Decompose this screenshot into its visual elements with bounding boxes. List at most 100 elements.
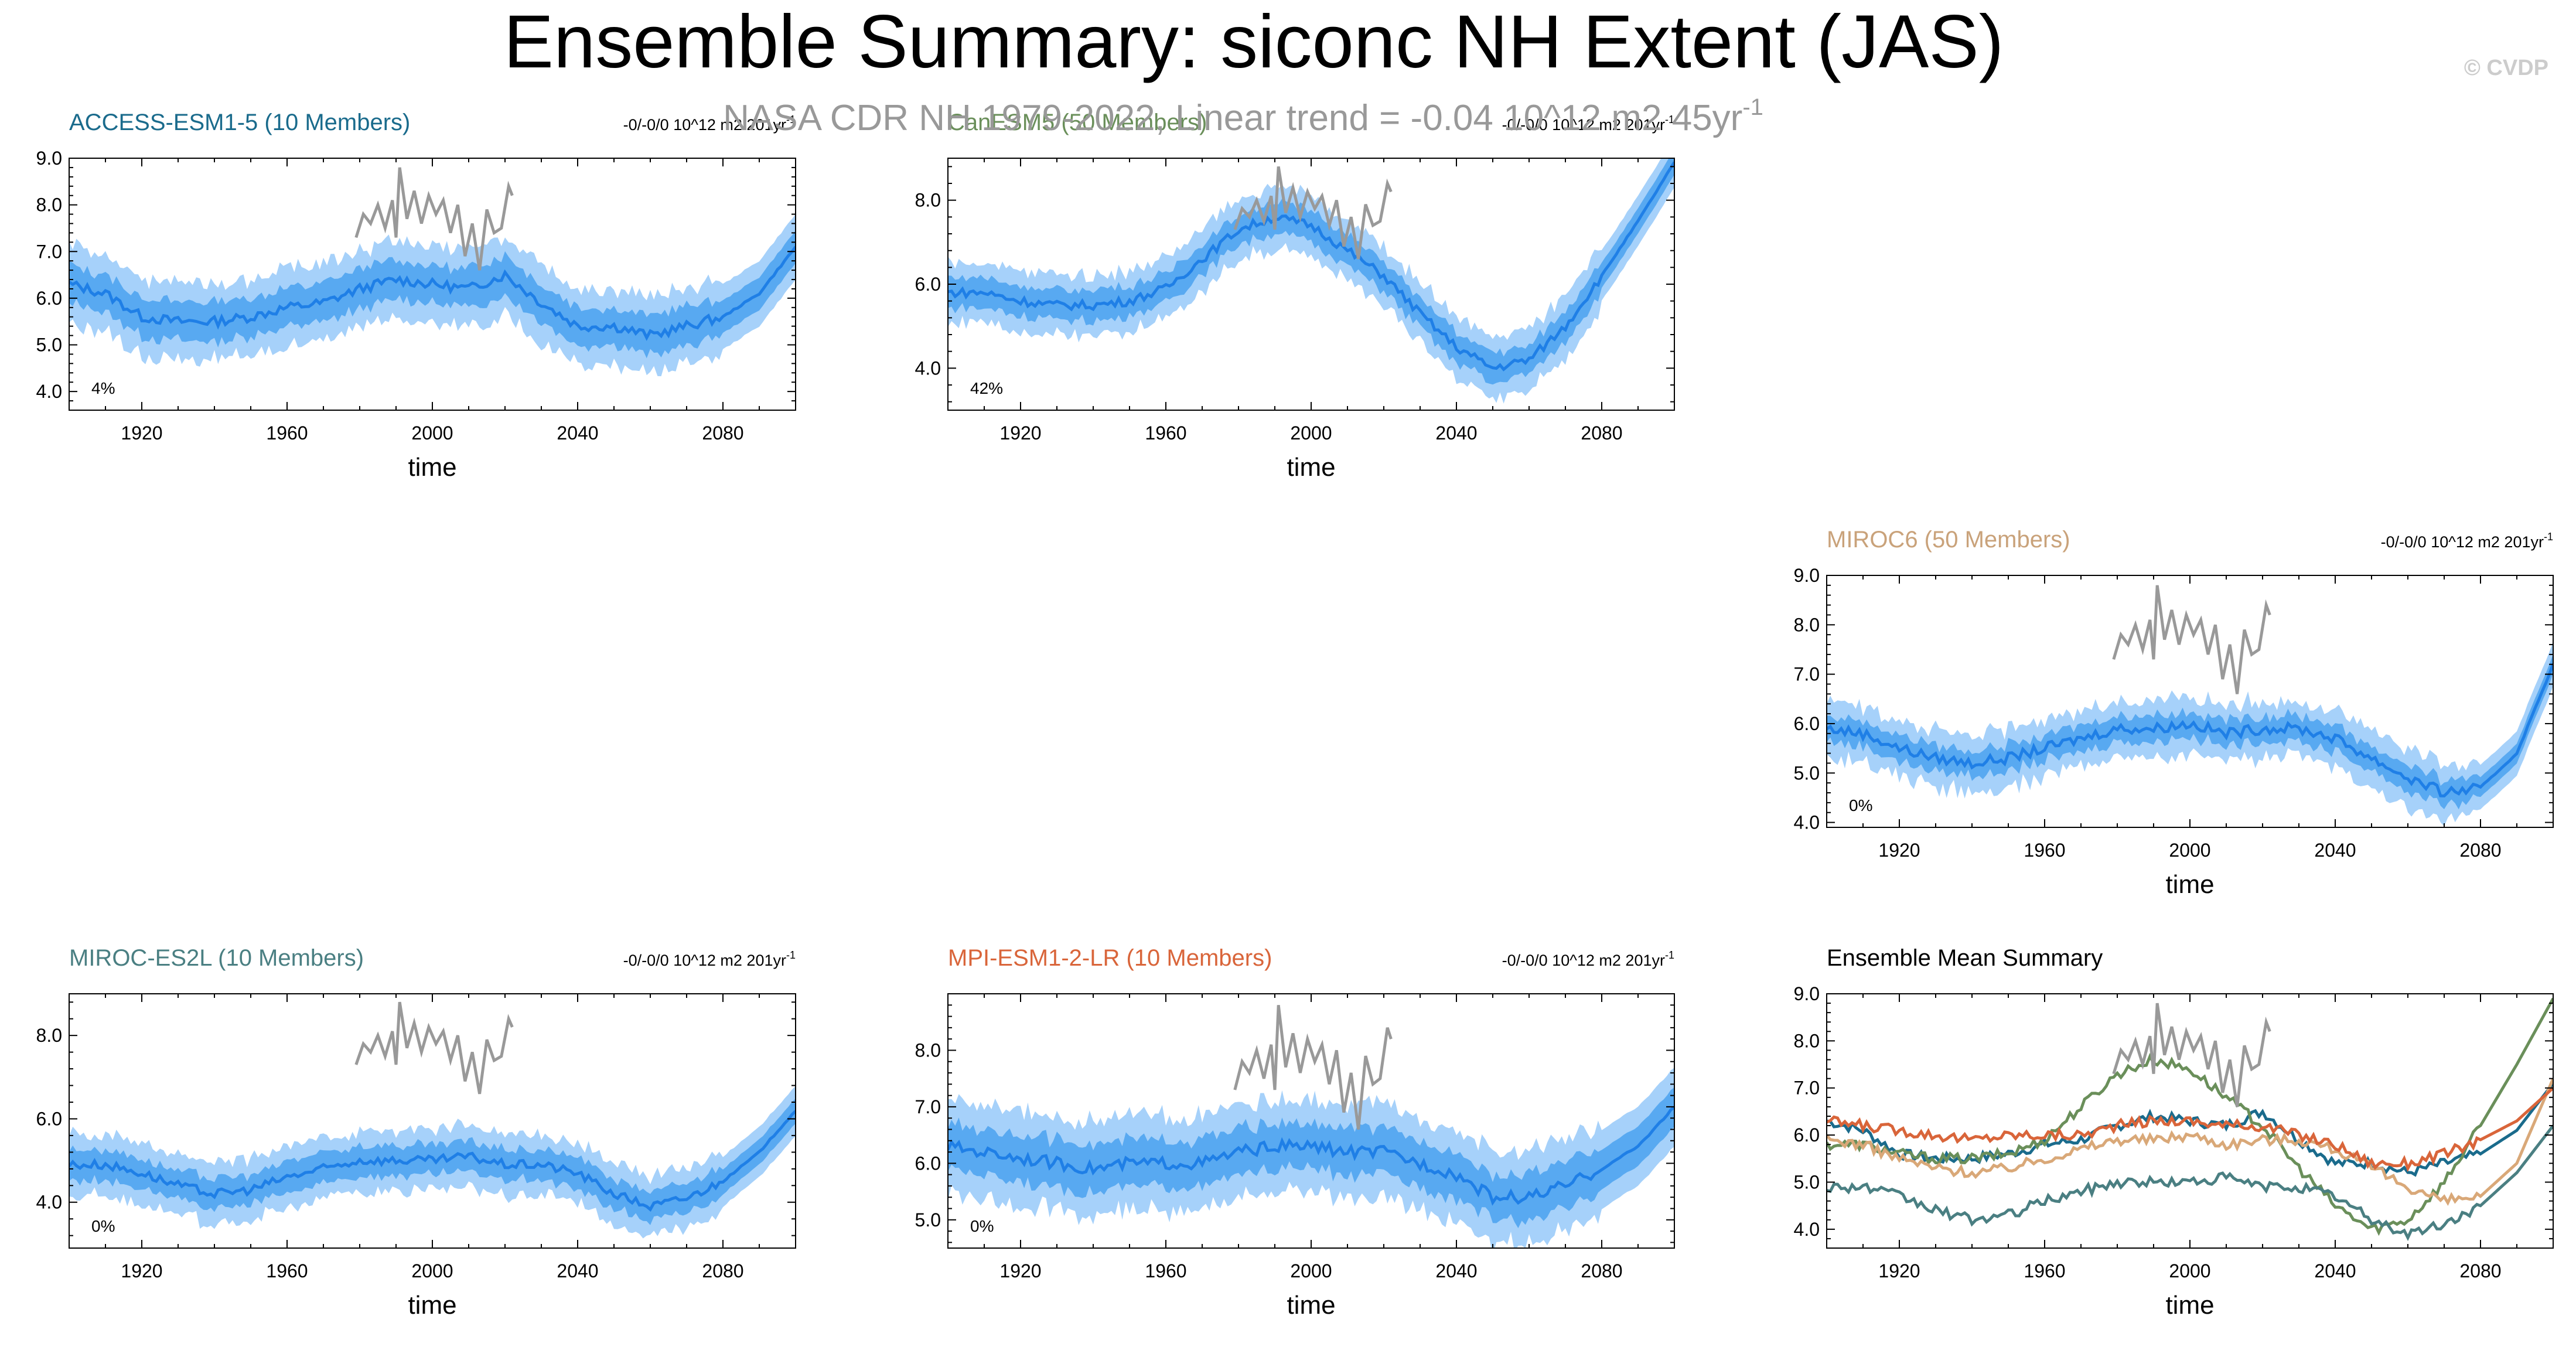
ensemble-mean-line: [69, 1110, 796, 1212]
ensemble-range-outer: [948, 158, 1674, 404]
panel-title: MPI-ESM1-2-LR (10 Members): [948, 945, 1272, 971]
y-tick-label: 7.0: [36, 241, 62, 262]
plot-area: [948, 158, 1674, 404]
ensemble-mean-line: [69, 246, 796, 341]
plot-area: [69, 1001, 796, 1239]
x-tick-label: 2000: [1290, 1260, 1332, 1281]
x-tick-label: 1920: [999, 422, 1041, 444]
percent-label: 4%: [91, 379, 115, 397]
panel-title: ACCESS-ESM1-5 (10 Members): [69, 110, 410, 135]
y-tick-label: 5.0: [1794, 762, 1820, 783]
x-axis-label: time: [1287, 1291, 1335, 1320]
trend-label: -0/-0/0 10^12 m2 201yr-1: [1502, 114, 1674, 134]
x-tick-label: 2080: [1581, 422, 1622, 444]
x-tick-label: 2080: [702, 422, 743, 444]
x-tick-label: 2080: [2459, 840, 2501, 861]
y-tick-label: 7.0: [915, 1096, 941, 1117]
panel-title: MIROC6 (50 Members): [1827, 527, 2070, 553]
trend-label-text: -0/-0/0 10^12 m2 201yr: [2381, 533, 2544, 551]
trend-label-text: -0/-0/0 10^12 m2 201yr: [623, 116, 786, 134]
percent-label: 0%: [1849, 796, 1872, 814]
observation-note: NASA CDR NH 1979-2022, Linear trend = -0…: [723, 94, 1763, 138]
x-axis-label: time: [2165, 1291, 2214, 1320]
y-tick-label: 4.0: [1794, 812, 1820, 833]
percent-label: 0%: [91, 1217, 115, 1235]
panel-title: Ensemble Mean Summary: [1827, 945, 2103, 971]
observation-note-superscript: -1: [1742, 94, 1763, 120]
panel-access: ACCESS-ESM1-5 (10 Members) -0/-0/0 10^12 …: [36, 110, 796, 482]
trend-label-superscript: -1: [786, 114, 796, 125]
x-axis-label: time: [1287, 453, 1335, 482]
y-tick-label: 8.0: [1794, 1030, 1820, 1051]
y-tick-label: 4.0: [915, 357, 941, 379]
trend-label: -0/-0/0 10^12 m2 201yr-1: [623, 949, 796, 969]
y-tick-label: 8.0: [36, 1025, 62, 1046]
y-tick-label: 9.0: [36, 148, 62, 169]
y-tick-label: 9.0: [1794, 565, 1820, 586]
x-axis-label: time: [2165, 870, 2214, 899]
y-tick-label: 5.0: [36, 335, 62, 356]
y-tick-label: 9.0: [1794, 983, 1820, 1004]
y-tick-label: 6.0: [36, 288, 62, 309]
x-axis-label: time: [408, 1291, 456, 1320]
series-line-mirocesl: [1827, 1124, 2553, 1242]
y-tick-label: 8.0: [915, 190, 941, 211]
y-tick-label: 7.0: [1794, 1078, 1820, 1099]
y-tick-label: 4.0: [1794, 1219, 1820, 1240]
x-tick-label: 2080: [702, 1260, 743, 1281]
y-tick-label: 6.0: [915, 274, 941, 295]
x-tick-label: 2000: [411, 1260, 453, 1281]
trend-label-superscript: -1: [1665, 949, 1674, 961]
x-tick-label: 2040: [2314, 1260, 2356, 1281]
y-tick-label: 6.0: [1794, 713, 1820, 734]
trend-label: -0/-0/0 10^12 m2 201yr-1: [623, 114, 796, 134]
x-tick-label: 1920: [999, 1260, 1041, 1281]
trend-label-superscript: -1: [786, 949, 796, 961]
y-tick-label: 4.0: [36, 381, 62, 402]
y-tick-label: 6.0: [915, 1153, 941, 1174]
panel-cesm: CanESM5 (50 Members) -0/-0/0 10^12 m2 201…: [915, 110, 1675, 482]
trend-label-text: -0/-0/0 10^12 m2 201yr: [1502, 116, 1665, 134]
x-tick-label: 1960: [1145, 422, 1186, 444]
ensemble-range-inner: [1827, 653, 2553, 810]
y-tick-label: 8.0: [36, 195, 62, 216]
ensemble-range-inner: [948, 1087, 1674, 1228]
x-tick-label: 1960: [2024, 840, 2065, 861]
x-tick-label: 2040: [1435, 422, 1477, 444]
x-tick-label: 1920: [121, 422, 162, 444]
figure-title: Ensemble Summary: siconc NH Extent (JAS): [504, 0, 2004, 84]
observation-line: [1233, 166, 1393, 260]
trend-label: -0/-0/0 10^12 m2 201yr-1: [2381, 531, 2553, 551]
y-tick-label: 4.0: [36, 1192, 62, 1213]
plot-area: [1827, 997, 2553, 1242]
trend-label-superscript: -1: [1665, 114, 1674, 125]
x-tick-label: 1960: [266, 422, 308, 444]
x-tick-label: 2000: [2169, 840, 2210, 861]
observation-line: [2112, 585, 2271, 694]
panel-mirocesl: MIROC-ES2L (10 Members) -0/-0/0 10^12 m2 …: [36, 945, 796, 1320]
plot-frame: [1826, 993, 2554, 1249]
y-tick-label: 7.0: [1794, 664, 1820, 685]
x-tick-label: 2080: [2459, 1260, 2501, 1281]
x-tick-label: 1960: [2024, 1260, 2065, 1281]
percent-label: 0%: [970, 1217, 994, 1235]
percent-label: 42%: [970, 379, 1003, 397]
x-tick-label: 2040: [1435, 1260, 1477, 1281]
x-tick-label: 2000: [1290, 422, 1332, 444]
series-line-miroc6: [1827, 1078, 2553, 1206]
observation-note-text: NASA CDR NH 1979-2022, Linear trend = -0…: [723, 98, 1742, 138]
observation-line: [354, 167, 514, 271]
observation-line: [354, 1001, 514, 1095]
panel-mpi: MPI-ESM1-2-LR (10 Members) -0/-0/0 10^12 …: [915, 945, 1675, 1320]
trend-label-superscript: -1: [2544, 531, 2553, 543]
observation-line: [1233, 1005, 1393, 1130]
trend-label: -0/-0/0 10^12 m2 201yr-1: [1502, 949, 1674, 969]
trend-label-text: -0/-0/0 10^12 m2 201yr: [623, 952, 786, 969]
plot-area: [1827, 585, 2553, 827]
y-tick-label: 8.0: [915, 1039, 941, 1061]
ensemble-mean-line: [948, 1106, 1674, 1206]
watermark: © CVDP: [2464, 56, 2548, 80]
trend-label-text: -0/-0/0 10^12 m2 201yr: [1502, 952, 1665, 969]
y-tick-label: 6.0: [1794, 1124, 1820, 1146]
